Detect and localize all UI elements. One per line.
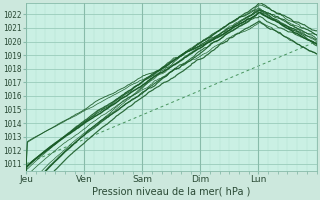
X-axis label: Pression niveau de la mer( hPa ): Pression niveau de la mer( hPa ): [92, 187, 251, 197]
